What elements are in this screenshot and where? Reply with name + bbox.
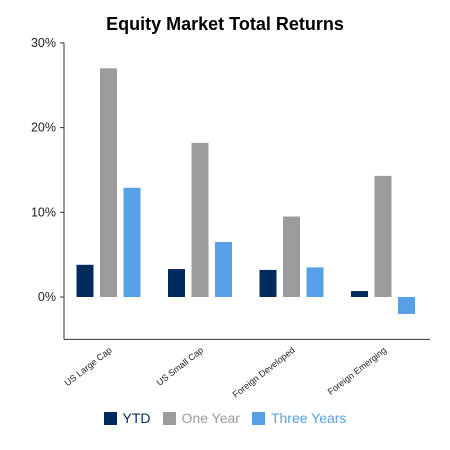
legend-swatch-three-years: [251, 411, 265, 425]
x-tick-label: Foreign Developed: [231, 345, 297, 400]
legend-swatch-ytd: [103, 411, 117, 425]
legend-label-ytd: YTD: [122, 410, 151, 426]
bar-one-year-foreign-developed: [283, 216, 300, 297]
y-tick-label: 0%: [38, 290, 56, 304]
legend-label-three-years: Three Years: [270, 410, 347, 426]
bar-ytd-foreign-developed: [259, 269, 277, 297]
bar-one-year-foreign-emerging: [374, 175, 392, 297]
x-tick-label: US Small Cap: [155, 345, 206, 388]
y-tick-label: 10%: [31, 205, 56, 219]
y-tick-label: 20%: [31, 121, 56, 135]
legend-label-one-year: One Year: [181, 410, 240, 426]
bar-three-years-us-small-cap: [215, 241, 232, 297]
y-tick-label: 30%: [31, 36, 56, 50]
legend: YTD One Year Three Years: [0, 410, 450, 426]
bar-three-years-foreign-developed: [306, 267, 324, 297]
bar-ytd-us-small-cap: [168, 269, 185, 297]
bar-one-year-us-large-cap: [100, 68, 117, 297]
bar-ytd-foreign-emerging: [351, 291, 368, 297]
legend-swatch-one-year: [162, 411, 176, 425]
legend-item-one-year: One Year: [162, 410, 240, 426]
bar-three-years-foreign-emerging: [398, 297, 415, 314]
bar-one-year-us-small-cap: [191, 142, 209, 297]
legend-item-ytd: YTD: [103, 410, 151, 426]
x-tick-label: Foreign Emerging: [326, 345, 389, 397]
legend-item-three-years: Three Years: [251, 410, 347, 426]
bar-three-years-us-large-cap: [123, 187, 141, 297]
x-tick-label: US Large Cap: [63, 345, 114, 388]
chart-title: Equity Market Total Returns: [106, 14, 344, 34]
bar-ytd-us-large-cap: [76, 264, 94, 297]
